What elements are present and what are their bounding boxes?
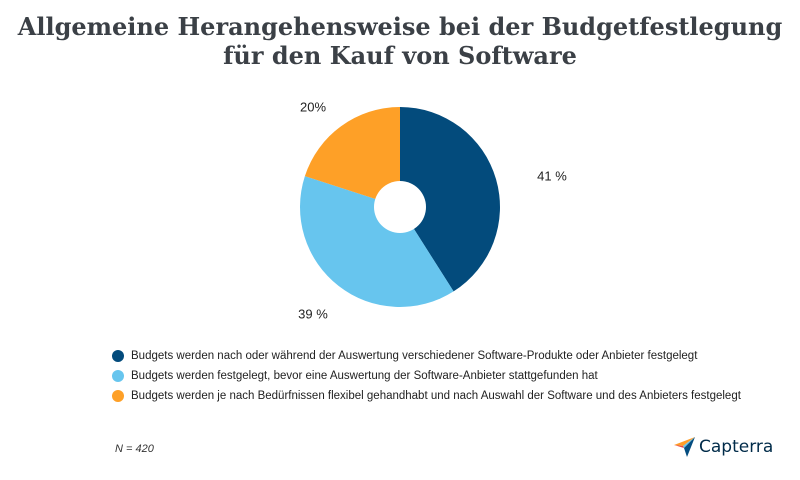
chart-legend: Budgets werden nach oder während der Aus…	[112, 346, 741, 406]
sample-size-note: N = 420	[115, 443, 154, 455]
legend-swatch	[112, 350, 124, 362]
legend-item: Budgets werden nach oder während der Aus…	[112, 346, 741, 366]
legend-swatch	[112, 370, 124, 382]
donut-hole	[374, 181, 426, 233]
legend-item: Budgets werden festgelegt, bevor eine Au…	[112, 366, 741, 386]
capterra-logo: Capterra	[674, 436, 773, 458]
legend-label: Budgets werden festgelegt, bevor eine Au…	[131, 370, 598, 382]
slice-value-label-2: 39 %	[298, 306, 328, 321]
legend-label: Budgets werden je nach Bedürfnissen flex…	[131, 390, 741, 402]
capterra-arrow-icon	[674, 436, 696, 458]
legend-swatch	[112, 390, 124, 402]
slice-value-label-3: 20%	[300, 99, 326, 114]
legend-label: Budgets werden nach oder während der Aus…	[131, 350, 697, 362]
legend-item: Budgets werden je nach Bedürfnissen flex…	[112, 386, 741, 406]
slice-value-label-1: 41 %	[537, 168, 567, 183]
brand-name: Capterra	[699, 437, 773, 457]
